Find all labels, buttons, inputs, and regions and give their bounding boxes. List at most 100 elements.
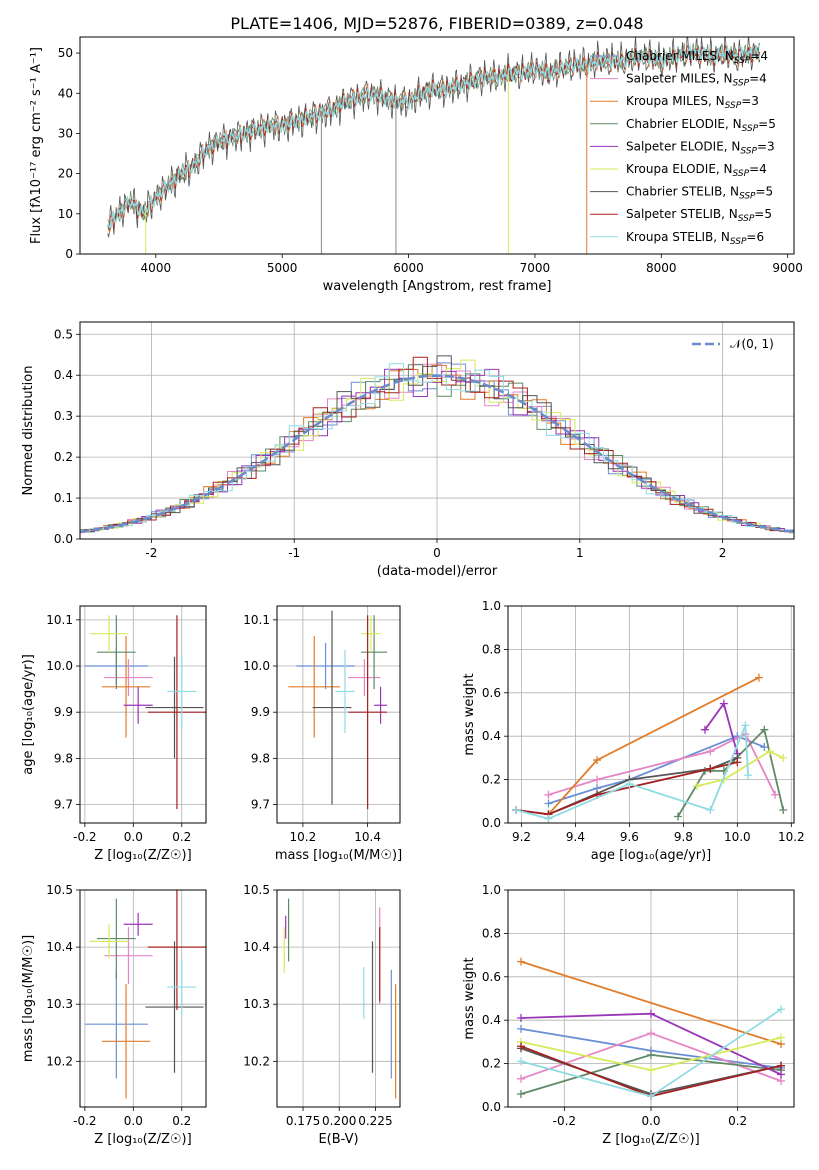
x-axis-label: Z [log₁₀(Z/Z☉)] xyxy=(94,848,191,863)
y-tick-label: 10.2 xyxy=(243,1054,270,1068)
weight-lines xyxy=(517,957,785,1101)
x-tick-label: 10.2 xyxy=(290,830,317,844)
weight-marker-salpeter_miles xyxy=(771,790,780,799)
y-tick-label: 0.8 xyxy=(482,642,501,656)
errorbar-kroupa_miles xyxy=(101,984,151,1099)
weight-marker-salpeter_stelib xyxy=(777,1061,785,1070)
legend-label-normal: 𝒩(0, 1) xyxy=(730,337,774,351)
errorbar-kroupa_elodie xyxy=(89,924,129,959)
weight-marker-kroupa_miles xyxy=(754,673,763,682)
errorbar-kroupa_elodie xyxy=(89,615,129,653)
errorbars xyxy=(84,890,206,1099)
y-tick-label: 10.0 xyxy=(46,659,73,673)
x-tick-label: 0.0 xyxy=(124,1114,143,1128)
panel-mass-age: 10.2 10.4 9.7 9.8 9.9 10.0 10.1 mass [log₁₀(M/M… xyxy=(243,605,402,863)
weight-marker-chabrier_elodie xyxy=(673,812,682,821)
y-tick-label: 10.3 xyxy=(243,997,270,1011)
x-axis-label: Z [log₁₀(Z/Z☉)] xyxy=(94,1132,191,1147)
y-axis-label: mass weight xyxy=(462,957,477,1039)
panel-residuals: -2 -1 0 1 2 0.0 0.1 0.2 0.3 0.4 0.5 (data-model)/er… xyxy=(21,321,795,579)
errorbar-chabrier_elodie xyxy=(96,898,136,979)
y-tick-label: 10.1 xyxy=(46,613,73,627)
errorbar-salpeter_miles xyxy=(104,659,153,697)
weight-marker-kroupa_miles xyxy=(593,756,602,765)
weight-marker-salpeter_miles xyxy=(593,775,602,784)
errorbar-salpeter_stelib xyxy=(147,890,206,1010)
x-tick-label: 0.200 xyxy=(322,1114,356,1128)
y-tick-label: 0.0 xyxy=(482,1100,501,1114)
y-tick-label: 10.3 xyxy=(46,997,73,1011)
y-tick-label: 10.5 xyxy=(243,883,270,897)
errorbar-salpeter_miles xyxy=(104,927,153,985)
legend-label-salpeter_elodie: Salpeter ELODIE, NSSP=3 xyxy=(626,139,775,156)
axes-frame xyxy=(276,605,401,824)
axes-frame xyxy=(79,889,207,1108)
spectrum-series-line xyxy=(107,43,761,229)
errorbar-salpeter_stelib xyxy=(348,615,388,810)
x-tick-label: 1 xyxy=(576,546,584,560)
x-tick-label: 0.0 xyxy=(641,1114,660,1128)
weight-marker-chabrier_elodie xyxy=(779,805,788,814)
weight-line-salpeter_stelib xyxy=(515,761,738,816)
y-tick-label: 0.4 xyxy=(54,368,73,382)
x-tick-label: 10.2 xyxy=(778,830,805,844)
x-tick-label: 5000 xyxy=(267,261,298,275)
errorbar-chabrier_stelib xyxy=(312,610,352,805)
weight-marker-salpeter_elodie xyxy=(700,725,709,734)
panel-z-age: -0.2 0.0 0.2 9.7 9.8 9.9 10.0 10.1 Z [log₁₀(Z/Z☉… xyxy=(21,605,207,863)
y-tick-label: 0.4 xyxy=(482,1013,501,1027)
weight-marker-chabrier_elodie xyxy=(760,725,769,734)
x-tick-label: 0.175 xyxy=(286,1114,320,1128)
panel-spectrum: 4000 5000 6000 7000 8000 9000 0 10 20 30 40 50 wavel… xyxy=(29,36,803,294)
y-tick-label: 10.4 xyxy=(243,940,270,954)
x-tick-label: 8000 xyxy=(646,261,677,275)
errorbars xyxy=(84,615,206,810)
weight-marker-kroupa_stelib xyxy=(647,1092,655,1101)
x-tick-label: 0.0 xyxy=(124,830,143,844)
legend-label-salpeter_miles: Salpeter MILES, NSSP=4 xyxy=(626,72,767,89)
axes-frame xyxy=(79,321,795,540)
y-tick-label: 40 xyxy=(58,86,73,100)
x-tick-label: 9.8 xyxy=(674,830,693,844)
errorbar-salpeter_elodie xyxy=(123,912,153,936)
x-tick-label: 6000 xyxy=(393,261,424,275)
x-tick-label: -0.2 xyxy=(73,830,96,844)
y-tick-label: 9.8 xyxy=(54,751,73,765)
x-tick-label: 9000 xyxy=(772,261,803,275)
errorbar-chabrier_elodie xyxy=(361,615,388,690)
legend-label-kroupa_stelib: Kroupa STELIB, NSSP=6 xyxy=(626,230,764,247)
y-axis-label: age [log₁₀(age/yr)] xyxy=(21,654,36,775)
weight-marker-kroupa_stelib xyxy=(744,771,753,780)
y-tick-label: 50 xyxy=(58,46,73,60)
weight-marker-kroupa_miles xyxy=(517,957,525,966)
y-tick-label: 9.9 xyxy=(54,705,73,719)
x-tick-label: 9.4 xyxy=(566,830,585,844)
x-tick-label: 0.2 xyxy=(728,1114,747,1128)
weight-marker-kroupa_stelib xyxy=(777,1005,785,1014)
histogram-salpeter_stelib xyxy=(80,356,794,533)
weight-marker-chabrier_elodie xyxy=(647,1050,655,1059)
x-tick-label: -0.2 xyxy=(73,1114,96,1128)
x-axis-label: E(B-V) xyxy=(318,1132,358,1147)
panel-ebv-mass: 0.175 0.200 0.225 10.2 10.3 10.4 10.5 E(B-V) xyxy=(243,883,401,1147)
y-tick-label: 0.6 xyxy=(482,970,501,984)
y-tick-label: 0.2 xyxy=(54,450,73,464)
weight-marker-kroupa_stelib xyxy=(625,779,634,788)
y-tick-label: 10.5 xyxy=(46,883,73,897)
weight-marker-salpeter_elodie xyxy=(647,1009,655,1018)
errorbar-chabrier_stelib xyxy=(145,656,204,759)
weight-marker-kroupa_elodie xyxy=(779,753,788,762)
x-tick-label: 10.0 xyxy=(724,830,751,844)
weight-marker-chabrier_miles xyxy=(544,799,553,808)
weight-marker-kroupa_stelib xyxy=(512,805,521,814)
y-axis-label: Flux [fλ10⁻¹⁷ erg cm⁻² s⁻¹ A⁻¹] xyxy=(29,47,44,244)
errorbar-kroupa_miles xyxy=(101,636,151,738)
legend-label-kroupa_elodie: Kroupa ELODIE, NSSP=4 xyxy=(626,162,767,179)
weight-marker-salpeter_elodie xyxy=(777,1070,785,1079)
errorbar-salpeter_elodie xyxy=(123,686,153,724)
weight-marker-kroupa_elodie xyxy=(647,1066,655,1075)
figure-title: PLATE=1406, MJD=52876, FIBERID=0389, z=0… xyxy=(230,14,643,33)
residual-histograms xyxy=(80,355,794,534)
x-tick-label: -2 xyxy=(145,546,157,560)
weight-marker-kroupa_stelib xyxy=(741,721,750,730)
